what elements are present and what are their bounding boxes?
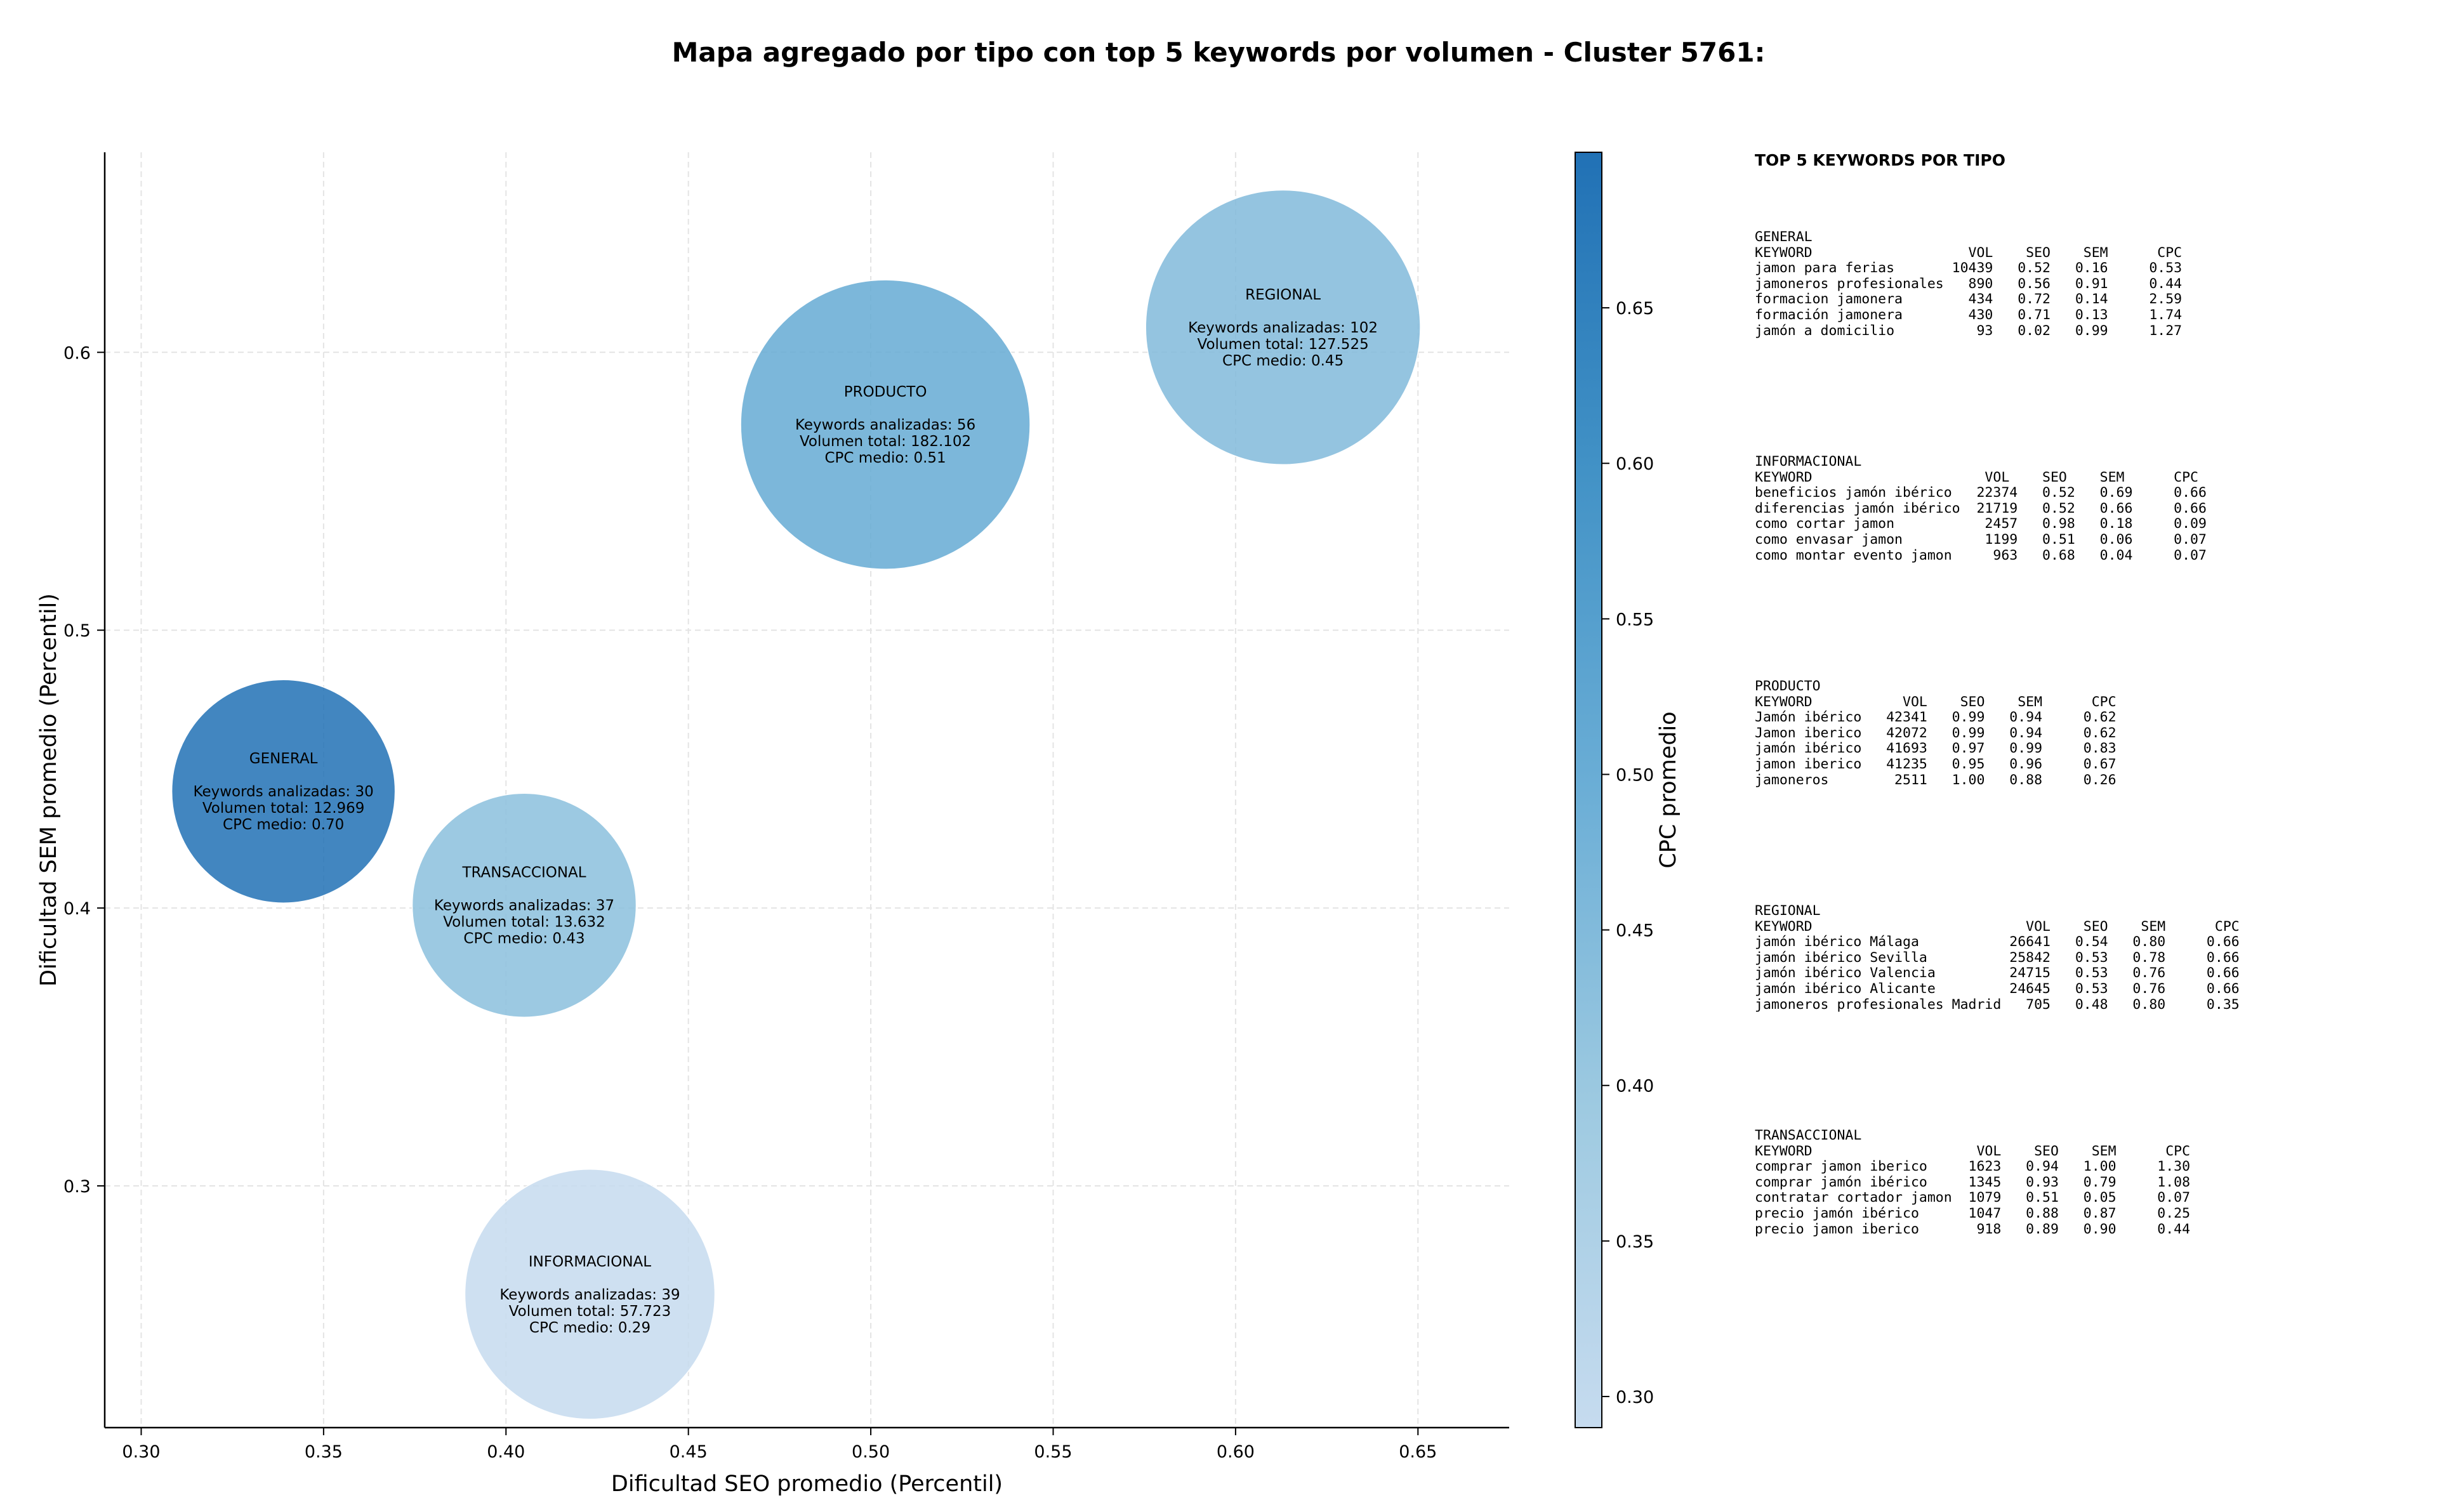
bubble-informacional xyxy=(464,1169,716,1420)
table-row: comprar jamon iberico 1623 0.94 1.00 1.3… xyxy=(1755,1159,2191,1175)
bubble-label: Keywords analizadas: 102 xyxy=(1188,320,1378,336)
colorbar-tick-label: 0.30 xyxy=(1616,1388,1654,1407)
section-heading: TRANSACCIONAL xyxy=(1755,1127,1862,1143)
x-tick-label: 0.55 xyxy=(1034,1442,1072,1462)
table-row: comprar jamón ibérico 1345 0.93 0.79 1.0… xyxy=(1755,1174,2191,1190)
section-heading: PRODUCTO xyxy=(1755,678,1821,694)
table-header: KEYWORD VOL SEO SEM CPC xyxy=(1755,1143,2191,1159)
table-row: Jamon iberico 42072 0.99 0.94 0.62 xyxy=(1755,725,2117,741)
table-row: precio jamón ibérico 1047 0.88 0.87 0.25 xyxy=(1755,1205,2191,1221)
bubble-label: Keywords analizadas: 39 xyxy=(499,1287,680,1303)
colorbar-tick-label: 0.45 xyxy=(1616,921,1654,941)
bubble-label: PRODUCTO xyxy=(844,384,927,400)
top5-section-general: GENERAL KEYWORD VOL SEO SEM CPC jamon para… xyxy=(1755,229,2183,339)
x-tick-label: 0.45 xyxy=(670,1442,708,1462)
x-tick-label: 0.35 xyxy=(305,1442,343,1462)
table-row: formacion jamonera 434 0.72 0.14 2.59 xyxy=(1755,291,2183,308)
top5-section-regional: REGIONAL KEYWORD VOL SEO SEM CPC jamón ibé… xyxy=(1755,903,2240,1013)
bubble-label: INFORMACIONAL xyxy=(529,1254,651,1270)
table-row: jamón ibérico Málaga 26641 0.54 0.80 0.6… xyxy=(1755,934,2240,950)
colorbar-tick-label: 0.40 xyxy=(1616,1077,1654,1096)
y-axis-label: Dificultad SEM promedio (Percentil) xyxy=(36,593,62,987)
y-tick-label: 0.3 xyxy=(63,1177,91,1197)
table-row: jamón ibérico Alicante 24645 0.53 0.76 0… xyxy=(1755,980,2240,997)
bubble-label: Volumen total: 182.102 xyxy=(800,433,971,450)
bubble-label: CPC medio: 0.70 xyxy=(223,817,344,833)
table-header: KEYWORD VOL SEO SEM CPC xyxy=(1755,918,2240,935)
bubble-producto xyxy=(740,279,1031,570)
table-row: precio jamon iberico 918 0.89 0.90 0.44 xyxy=(1755,1221,2191,1237)
section-heading: INFORMACIONAL xyxy=(1755,454,1862,470)
colorbar-tick-label: 0.65 xyxy=(1616,299,1654,319)
y-tick-label: 0.5 xyxy=(63,621,91,641)
section-heading: REGIONAL xyxy=(1755,903,1821,919)
y-tick-label: 0.6 xyxy=(63,343,91,363)
table-row: Jamón ibérico 42341 0.99 0.94 0.62 xyxy=(1755,709,2117,726)
table-row: jamón ibérico Valencia 24715 0.53 0.76 0… xyxy=(1755,965,2240,982)
bubble-label: CPC medio: 0.51 xyxy=(824,450,946,466)
top5-section-transaccional: TRANSACCIONAL KEYWORD VOL SEO SEM CPC comp… xyxy=(1755,1127,2191,1237)
bubble-label: Keywords analizadas: 30 xyxy=(194,784,374,800)
colorbar: 0.30 0.35 0.40 0.45 0.50 0.55 0.60 0.65 CPC prom… xyxy=(1575,152,1681,1428)
table-row: como montar evento jamon 963 0.68 0.04 0… xyxy=(1755,547,2207,563)
bubble-label: TRANSACCIONAL xyxy=(461,865,586,881)
bubble-label: Volumen total: 13.632 xyxy=(443,914,605,931)
top5-keywords-panel: TOP 5 KEYWORDS POR TIPO GENERAL KEYWORD V… xyxy=(1755,151,2427,1237)
bubble-transaccional xyxy=(411,792,637,1018)
bubble-label: REGIONAL xyxy=(1245,287,1321,303)
bubble-label: Volumen total: 127.525 xyxy=(1198,336,1369,353)
table-row: jamon para ferias 10439 0.52 0.16 0.53 xyxy=(1755,260,2183,277)
table-row: jamoneros profesionales Madrid 705 0.48 … xyxy=(1755,996,2240,1013)
table-row: como cortar jamon 2457 0.98 0.18 0.09 xyxy=(1755,516,2207,532)
table-row: jamoneros profesionales 890 0.56 0.91 0.… xyxy=(1755,275,2183,292)
colorbar-tick-label: 0.55 xyxy=(1616,610,1654,629)
axes: 0.30 0.35 0.40 0.45 0.50 0.55 0.60 0.65 0.3 0.4 0.… xyxy=(36,152,1509,1497)
bubble-label: CPC medio: 0.43 xyxy=(463,931,584,947)
top5-title: TOP 5 KEYWORDS POR TIPO xyxy=(1755,151,2005,169)
x-axis-label: Dificultad SEO promedio (Percentil) xyxy=(611,1471,1003,1497)
top5-section-producto: PRODUCTO KEYWORD VOL SEO SEM CPC Jamón ibé… xyxy=(1755,678,2117,788)
bubble-regional xyxy=(1145,189,1421,466)
table-row: jamón a domicilio 93 0.02 0.99 1.27 xyxy=(1755,322,2183,339)
table-row: formación jamonera 430 0.71 0.13 1.74 xyxy=(1755,306,2183,323)
table-row: beneficios jamón ibérico 22374 0.52 0.69… xyxy=(1755,485,2207,501)
table-header: KEYWORD VOL SEO SEM CPC xyxy=(1755,244,2183,261)
y-tick-label: 0.4 xyxy=(63,899,91,919)
colorbar-tick-label: 0.50 xyxy=(1616,765,1654,785)
x-tick-label: 0.65 xyxy=(1399,1442,1437,1462)
top5-section-informacional: INFORMACIONAL KEYWORD VOL SEO SEM CPC bene… xyxy=(1755,454,2207,563)
table-row: diferencias jamón ibérico 21719 0.52 0.6… xyxy=(1755,500,2207,516)
bubble-label: GENERAL xyxy=(249,751,318,767)
table-header: KEYWORD VOL SEO SEM CPC xyxy=(1755,694,2117,710)
colorbar-gradient xyxy=(1575,152,1602,1428)
colorbar-tick-label: 0.35 xyxy=(1616,1232,1654,1252)
bubble-label: CPC medio: 0.29 xyxy=(529,1320,651,1336)
x-tick-label: 0.30 xyxy=(122,1442,160,1462)
table-row: como envasar jamon 1199 0.51 0.06 0.07 xyxy=(1755,531,2207,548)
colorbar-label: CPC promedio xyxy=(1656,711,1681,868)
bubble-label: Volumen total: 57.723 xyxy=(509,1303,671,1320)
section-heading: GENERAL xyxy=(1755,229,1813,245)
table-row: contratar cortador jamon 1079 0.51 0.05 … xyxy=(1755,1190,2191,1206)
x-tick-label: 0.50 xyxy=(852,1442,890,1462)
x-tick-label: 0.60 xyxy=(1217,1442,1255,1462)
table-row: jamon iberico 41235 0.95 0.96 0.67 xyxy=(1755,756,2117,772)
colorbar-tick-label: 0.60 xyxy=(1616,454,1654,474)
chart-title: Mapa agregado por tipo con top 5 keyword… xyxy=(671,37,1766,68)
bubble-label: Keywords analizadas: 56 xyxy=(795,417,975,433)
bubble-general xyxy=(171,679,396,904)
x-tick-label: 0.40 xyxy=(487,1442,525,1462)
table-row: jamoneros 2511 1.00 0.88 0.26 xyxy=(1755,772,2117,788)
bubble-label: Keywords analizadas: 37 xyxy=(434,898,614,914)
table-header: KEYWORD VOL SEO SEM CPC xyxy=(1755,469,2198,485)
table-row: jamón ibérico 41693 0.97 0.99 0.83 xyxy=(1755,740,2117,757)
bubble-label: Volumen total: 12.969 xyxy=(202,800,365,817)
bubble-label: CPC medio: 0.45 xyxy=(1222,353,1344,369)
table-row: jamón ibérico Sevilla 25842 0.53 0.78 0.… xyxy=(1755,949,2240,966)
